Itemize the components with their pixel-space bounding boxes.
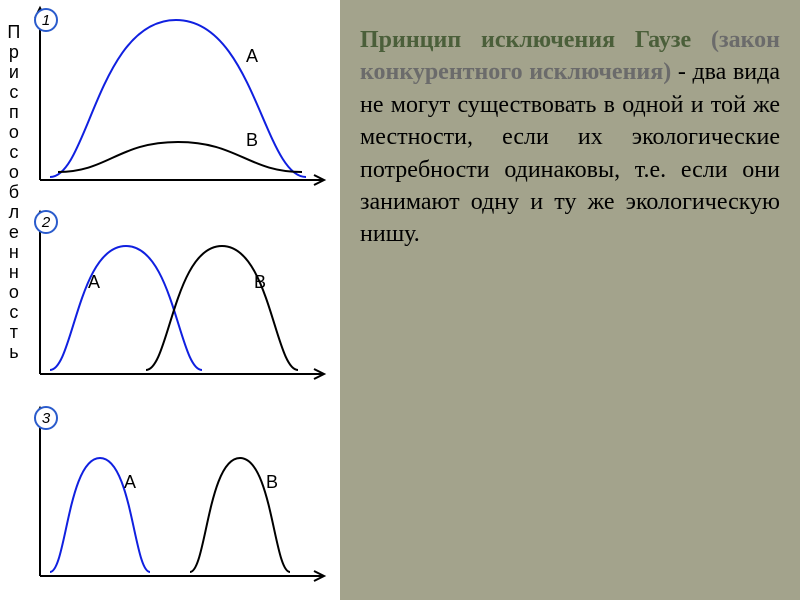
chart-badge-1: 1: [34, 8, 58, 32]
curve-b: [146, 246, 298, 370]
curve-label-a: A: [246, 46, 258, 67]
chart-2: 2 A B: [28, 206, 328, 386]
curve-label-b: B: [254, 272, 266, 293]
curve-a: [50, 20, 306, 177]
term-principle: Принцип исключения Гаузе: [360, 27, 691, 53]
chart-3: 3 A B: [28, 402, 328, 590]
text-panel: Принцип исключения Гаузе (закон конкурен…: [340, 0, 800, 600]
chart-1: 1 A B: [28, 2, 328, 192]
curve-label-a: A: [124, 472, 136, 493]
charts-host: 1 A B 2 A B 3 A B: [28, 0, 332, 600]
chart-badge-3: 3: [34, 406, 58, 430]
curve-label-b: B: [266, 472, 278, 493]
charts-panel: Приспособленность 1 A B 2 A B 3 A B: [0, 0, 340, 600]
chart-badge-2: 2: [34, 210, 58, 234]
chart-svg-2: [28, 206, 328, 386]
curve-b: [58, 142, 302, 172]
paragraph: Принцип исключения Гаузе (закон конкурен…: [360, 24, 780, 251]
y-axis-label: Приспособленность: [4, 22, 23, 362]
curve-a: [50, 246, 202, 370]
slide: Приспособленность 1 A B 2 A B 3 A B Принцип искл…: [0, 0, 800, 600]
chart-svg-1: [28, 2, 328, 192]
curve-label-b: B: [246, 130, 258, 151]
chart-svg-3: [28, 402, 328, 590]
curve-label-a: A: [88, 272, 100, 293]
body-text: - два вида не могут существовать в одной…: [360, 59, 780, 247]
